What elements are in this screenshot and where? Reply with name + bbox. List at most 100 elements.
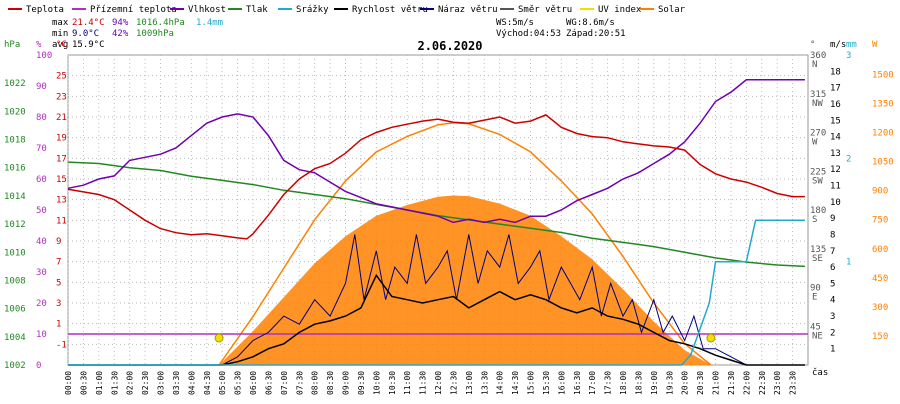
x-tick-41: 20:30 <box>696 371 705 395</box>
axis-hpa-tick-5: 1012 <box>4 220 26 230</box>
axis-pct-tick-9: 10 <box>36 330 47 340</box>
x-tick-2: 01:00 <box>95 371 104 395</box>
series-line-3 <box>68 219 805 366</box>
axis-temp-tick-6: 13 <box>56 196 67 206</box>
x-tick-20: 10:00 <box>372 371 381 395</box>
stats-max-hum: 94% <box>112 18 129 28</box>
series-line-4 <box>68 273 805 366</box>
x-tick-38: 19:00 <box>650 371 659 395</box>
axis-unit-w: W <box>872 40 878 50</box>
axis-dir-tick-7: 45 <box>810 322 821 332</box>
axis-temp-tick-1: 23 <box>56 92 67 102</box>
wind-gust-max: WG:8.6m/s <box>566 18 615 28</box>
axis-hpa-tick-0: 1022 <box>4 79 26 89</box>
axis-temp-tick-7: 11 <box>56 216 67 226</box>
axis-mm-tick-2: 1 <box>846 258 851 268</box>
axis-ms-tick-7: 11 <box>830 182 841 192</box>
axis-hpa-tick-3: 1016 <box>4 164 26 174</box>
x-tick-15: 07:30 <box>295 371 304 395</box>
legend-label-9: Solar <box>658 5 686 15</box>
chart-marks <box>67 79 808 366</box>
x-tick-33: 16:30 <box>573 371 582 395</box>
x-tick-10: 05:00 <box>218 371 227 395</box>
axis-hpa-tick-7: 1008 <box>4 276 26 286</box>
axis-pct-tick-4: 60 <box>36 175 47 185</box>
x-axis: 00:00 00:30 01:00 01:30 02:00 02:30 03:00 03:30… <box>64 367 828 395</box>
axis-ms-tick-16: 2 <box>830 328 835 338</box>
x-tick-45: 22:30 <box>758 371 767 395</box>
axis-ms-tick-14: 4 <box>830 296 835 306</box>
x-tick-30: 15:00 <box>527 371 536 395</box>
x-tick-32: 16:00 <box>557 371 566 395</box>
axis-w-tick-3: 1050 <box>872 158 894 168</box>
x-tick-16: 08:00 <box>311 371 320 395</box>
stats-max-label: max <box>52 18 69 28</box>
uv-marker-0 <box>214 333 224 343</box>
axis-temp-tick-0: 25 <box>56 72 67 82</box>
series-line-0 <box>67 114 805 240</box>
x-tick-3: 01:30 <box>110 371 119 395</box>
x-tick-34: 17:00 <box>588 371 597 395</box>
x-tick-9: 04:30 <box>203 371 212 395</box>
x-tick-7: 03:30 <box>172 371 181 395</box>
axis-pct-tick-3: 70 <box>36 144 47 154</box>
axis-temp-tick-8: 9 <box>56 237 61 247</box>
legend-label-1: Přízemní teplota <box>90 5 177 15</box>
axis-unit-dir: ° <box>810 40 815 50</box>
axis-w-tick-2: 1200 <box>872 129 894 139</box>
axis-unit-hpa: hPa <box>4 40 20 50</box>
axis-pct-tick-8: 20 <box>36 299 47 309</box>
x-tick-37: 18:30 <box>634 371 643 395</box>
stats-block: max 21.4°C 94% 1016.4hPa 1.4mm min 9.0°C… <box>52 18 223 50</box>
x-tick-24: 12:00 <box>434 371 443 395</box>
legend-label-4: Srážky <box>296 5 329 15</box>
uv-marker-1 <box>706 333 716 343</box>
axis-dir-tick-0: 360 <box>810 51 826 61</box>
solar-area <box>219 195 711 365</box>
axis-ms-tick-0: 18 <box>830 67 841 77</box>
axis-ms-tick-5: 13 <box>830 149 841 159</box>
axis-hpa-tick-8: 1006 <box>4 305 26 315</box>
axis-temp-tick-9: 7 <box>56 258 61 268</box>
stats-max-temp: 21.4°C <box>72 18 105 28</box>
axis-dir-label-6: E <box>812 293 817 303</box>
axis-dir-label-1: NW <box>812 99 823 109</box>
x-tick-1: 00:30 <box>79 371 88 395</box>
legend-label-3: Tlak <box>246 5 268 15</box>
x-tick-21: 10:30 <box>388 371 397 395</box>
axis-dir-label-0: N <box>812 60 817 70</box>
x-tick-35: 17:30 <box>604 371 613 395</box>
x-tick-13: 06:30 <box>264 371 273 395</box>
axis-unit-temp: °C <box>56 40 67 50</box>
x-tick-6: 03:00 <box>157 371 166 395</box>
x-tick-29: 14:30 <box>511 371 520 395</box>
axis-ms-tick-4: 14 <box>830 133 841 143</box>
x-tick-4: 02:00 <box>126 371 135 395</box>
axis-hpa-tick-6: 1010 <box>4 248 26 258</box>
axis-hpa-tick-2: 1018 <box>4 136 26 146</box>
x-tick-22: 11:00 <box>403 371 412 395</box>
x-axis-label: čas <box>812 367 828 378</box>
axis-hpa-tick-10: 1002 <box>4 361 26 371</box>
chart-title: 2.06.2020 <box>417 39 482 53</box>
sunset-time: Západ:20:51 <box>566 29 626 39</box>
legend-label-2: Vlhkost <box>188 5 226 15</box>
axis-ms-tick-3: 15 <box>830 116 841 126</box>
stats-min-hum: 42% <box>112 29 129 39</box>
axis-pct-tick-1: 90 <box>36 82 47 92</box>
axis-dir-tick-2: 270 <box>810 129 826 139</box>
x-tick-44: 22:00 <box>742 371 751 395</box>
axis-pct-tick-7: 30 <box>36 268 47 278</box>
x-tick-47: 23:30 <box>789 371 798 395</box>
axis-ms-tick-6: 12 <box>830 165 841 175</box>
series-line-5 <box>68 234 805 366</box>
axis-w-tick-8: 300 <box>872 303 888 313</box>
x-tick-28: 14:00 <box>496 371 505 395</box>
axis-temp-tick-11: 3 <box>56 299 61 309</box>
stats-avg-temp: 15.9°C <box>72 40 105 50</box>
wind-info: WS:5m/s WG:8.6m/s Východ:04:53 Západ:20:… <box>496 18 626 39</box>
x-tick-43: 21:30 <box>727 371 736 395</box>
axis-w-tick-6: 600 <box>872 245 888 255</box>
axis-w-tick-4: 900 <box>872 187 888 197</box>
